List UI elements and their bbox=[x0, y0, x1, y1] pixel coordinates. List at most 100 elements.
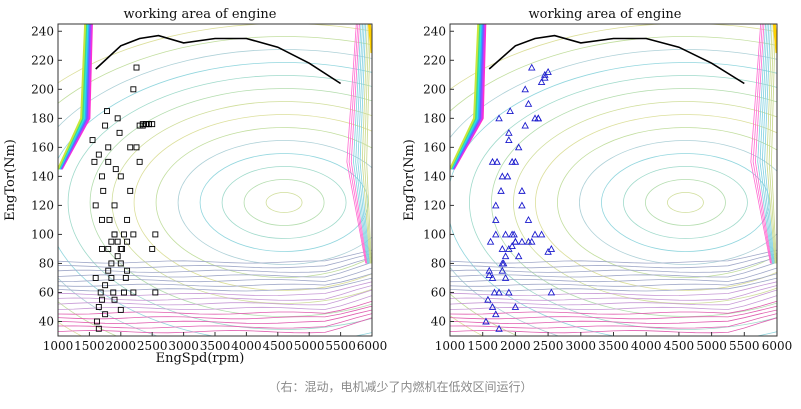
data-point bbox=[105, 245, 112, 252]
data-point bbox=[505, 128, 513, 136]
y-tick-label: 60 bbox=[431, 285, 446, 299]
data-point bbox=[114, 115, 121, 122]
y-tick-label: 160 bbox=[31, 140, 54, 154]
data-point bbox=[133, 144, 140, 151]
contour-ring bbox=[645, 179, 726, 226]
figure-caption: （右：混动，电机减少了内燃机在低效区间运行） bbox=[268, 380, 533, 394]
data-point bbox=[497, 186, 505, 194]
x-axis-label: EngSpd(rpm) bbox=[156, 351, 245, 366]
data-point bbox=[152, 231, 159, 238]
contour-band bbox=[450, 273, 777, 287]
data-point bbox=[116, 129, 123, 136]
y-tick-label: 40 bbox=[431, 314, 446, 328]
contour-ring bbox=[491, 88, 777, 317]
data-point bbox=[106, 216, 113, 223]
data-point bbox=[108, 275, 115, 281]
data-point bbox=[111, 296, 118, 303]
data-point bbox=[127, 187, 134, 194]
max-torque-line bbox=[488, 34, 745, 85]
contour-edge bbox=[357, 24, 370, 264]
contour-edge bbox=[346, 24, 367, 264]
contour-edge bbox=[366, 24, 372, 264]
figure: 1000 1500 2000 2500 3000 3500 4000 4500 5000 5500… bbox=[3, 7, 792, 366]
contour-ring bbox=[58, 36, 372, 336]
y-tick-label: 200 bbox=[423, 82, 446, 96]
contour-edge bbox=[364, 24, 372, 264]
y-tick-label: 220 bbox=[423, 53, 446, 67]
data-point bbox=[110, 289, 117, 296]
data-point bbox=[99, 216, 105, 223]
data-point bbox=[119, 245, 126, 252]
contour-ring bbox=[557, 127, 777, 278]
contour-ring bbox=[89, 88, 372, 317]
chart-panel-2: 1000 1500 2000 2500 3000 3500 4000 4500 5000 5500… bbox=[402, 7, 792, 353]
data-point bbox=[485, 271, 493, 279]
data-point bbox=[117, 306, 124, 313]
data-point bbox=[514, 252, 523, 260]
y-tick-label: 80 bbox=[39, 256, 54, 270]
data-point bbox=[498, 259, 507, 267]
data-point bbox=[492, 310, 500, 318]
data-point bbox=[117, 245, 124, 252]
x-tick-label: 3500 bbox=[598, 339, 629, 353]
data-point bbox=[534, 114, 543, 122]
data-point bbox=[91, 158, 98, 165]
contour-band bbox=[58, 267, 372, 283]
contour-ring bbox=[579, 140, 777, 265]
data-point bbox=[102, 311, 109, 318]
data-point bbox=[505, 288, 513, 296]
data-point bbox=[537, 78, 546, 85]
contour-edge bbox=[361, 24, 371, 264]
x-tick-label: 2500 bbox=[533, 339, 564, 353]
contour-band bbox=[58, 300, 372, 315]
contour-edge bbox=[761, 24, 775, 264]
data-point bbox=[495, 324, 503, 332]
data-point bbox=[518, 186, 526, 194]
contour-edge bbox=[755, 24, 773, 264]
contour-band bbox=[58, 253, 372, 269]
data-point bbox=[505, 136, 513, 144]
data-point bbox=[498, 172, 507, 180]
contour-band bbox=[58, 273, 372, 287]
operating-points bbox=[89, 64, 159, 332]
data-point bbox=[506, 107, 514, 115]
contour-ring bbox=[177, 140, 372, 265]
y-axis-label: EngTor(Nm) bbox=[402, 139, 417, 221]
x-tick-label: 2000 bbox=[106, 339, 137, 353]
data-point bbox=[498, 266, 507, 274]
data-point bbox=[102, 282, 109, 289]
contour-band bbox=[450, 277, 777, 292]
data-point bbox=[486, 237, 495, 245]
data-point bbox=[527, 237, 536, 245]
contour-band bbox=[58, 289, 372, 306]
x-tick-label: 3000 bbox=[566, 339, 597, 353]
data-point bbox=[493, 157, 501, 165]
data-point bbox=[95, 325, 102, 332]
contour-edge bbox=[359, 24, 370, 264]
contour-band bbox=[450, 289, 777, 306]
x-tick-label: 5000 bbox=[294, 339, 325, 353]
x-tick-label: 1000 bbox=[43, 339, 74, 353]
contour-ring bbox=[450, 49, 777, 336]
data-point bbox=[100, 187, 107, 194]
data-point bbox=[133, 64, 140, 71]
data-point bbox=[95, 151, 102, 158]
data-point bbox=[120, 231, 127, 238]
data-point bbox=[501, 274, 510, 281]
data-point bbox=[149, 245, 156, 252]
contour-edge bbox=[750, 24, 771, 264]
data-point bbox=[547, 288, 556, 296]
data-point bbox=[495, 288, 503, 296]
y-tick-label: 100 bbox=[31, 227, 54, 241]
data-point bbox=[521, 85, 529, 93]
contour-ring bbox=[513, 101, 777, 304]
data-point bbox=[124, 238, 131, 245]
contour-band bbox=[450, 267, 777, 283]
data-point bbox=[544, 67, 552, 75]
data-point bbox=[503, 172, 512, 180]
contour-ring bbox=[469, 75, 777, 330]
data-point bbox=[105, 267, 112, 274]
y-tick-label: 240 bbox=[31, 24, 54, 38]
y-tick-label: 60 bbox=[39, 285, 54, 299]
data-point bbox=[484, 295, 492, 303]
